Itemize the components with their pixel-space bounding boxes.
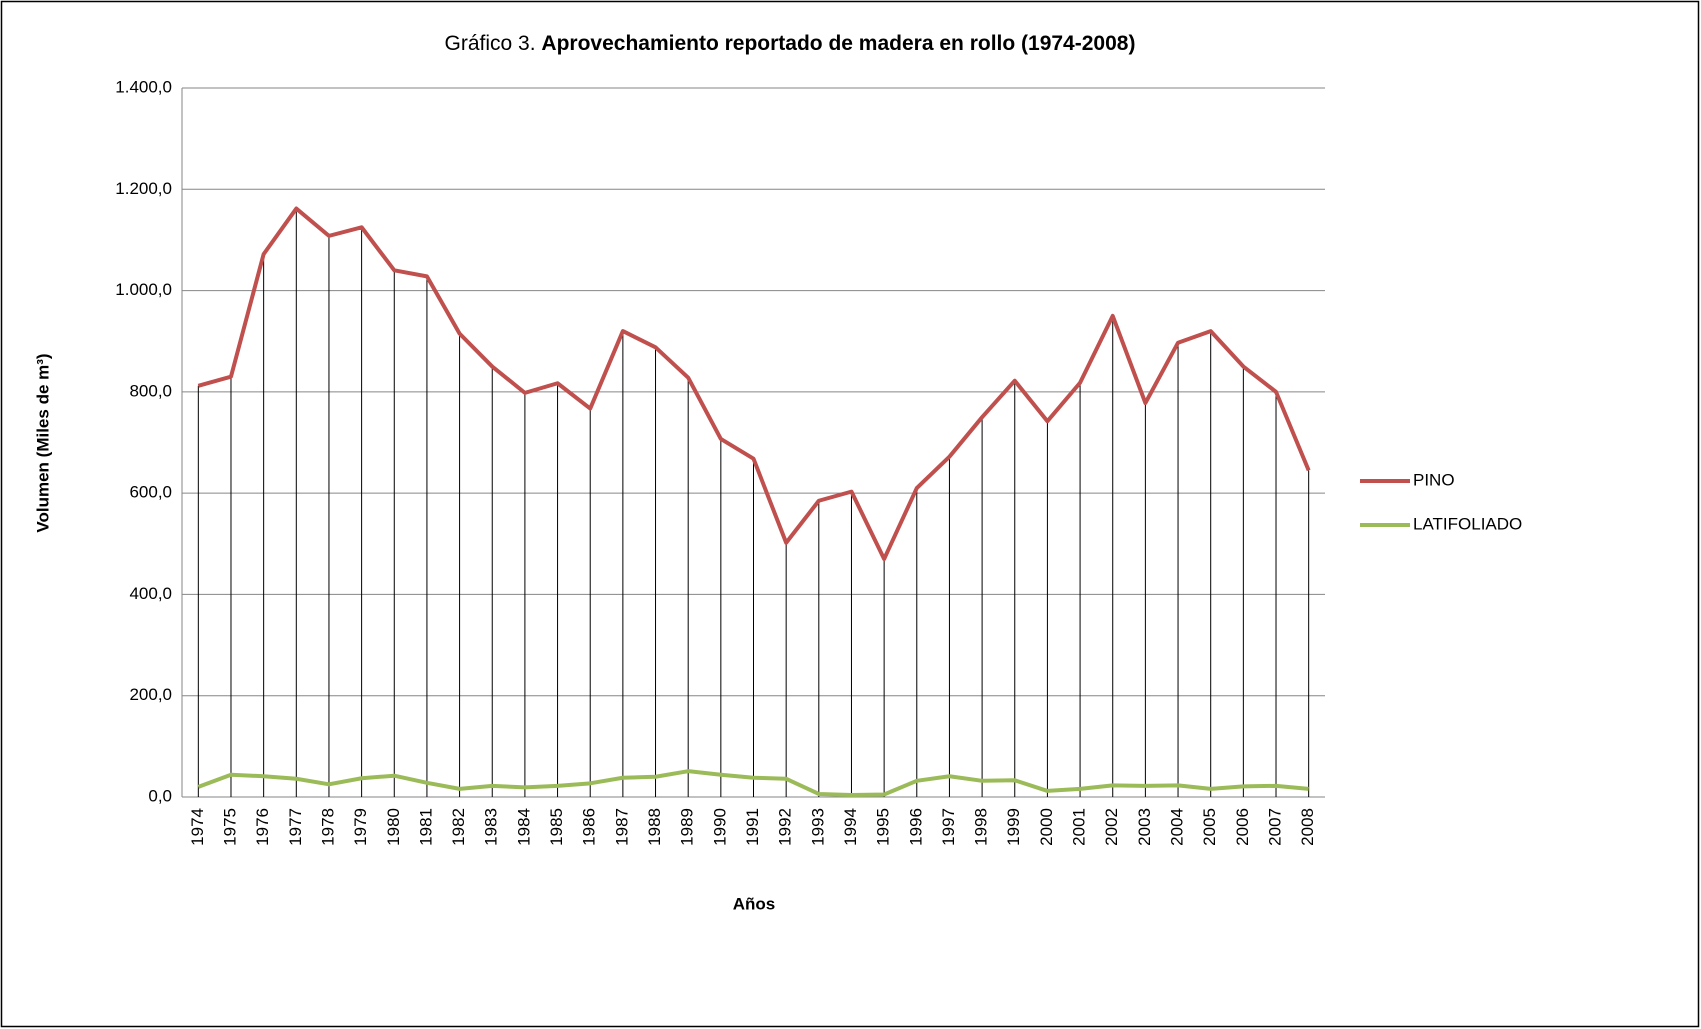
x-tick-label: 2003	[1135, 808, 1154, 846]
x-tick-label: 1974	[188, 808, 207, 846]
x-tick-label: 2002	[1102, 808, 1121, 846]
y-tick-label: 800,0	[129, 381, 172, 400]
title-prefix: Gráfico 3.	[445, 32, 536, 55]
x-tick-label: 1999	[1004, 808, 1023, 846]
x-tick-label: 1980	[384, 808, 403, 846]
x-tick-label: 1988	[645, 808, 664, 846]
x-tick-label: 1996	[906, 808, 925, 846]
x-tick-label: 1979	[351, 808, 370, 846]
x-tick-label: 1978	[318, 808, 337, 846]
series-line	[197, 769, 1309, 797]
x-tick-label: 1992	[776, 808, 795, 846]
y-tick-label: 1.400,0	[115, 77, 172, 96]
x-tick-label: 1977	[286, 808, 305, 846]
y-axis-label: Volumen (Miles de m³)	[33, 353, 52, 532]
x-tick-label: 1991	[743, 808, 762, 846]
x-tick-label: 2007	[1265, 808, 1284, 846]
x-tick-label: 1982	[449, 808, 468, 846]
legend-label: LATIFOLIADO	[1413, 514, 1522, 533]
legend-label: PINO	[1413, 470, 1455, 489]
x-tick-label: 1994	[841, 808, 860, 846]
x-tick-label: 2008	[1298, 808, 1317, 846]
x-tick-label: 1981	[416, 808, 435, 846]
x-tick-label: 1984	[514, 808, 533, 846]
x-tick-label: 1987	[612, 808, 631, 846]
x-tick-label: 1997	[939, 808, 958, 846]
x-tick-label: 2006	[1233, 808, 1252, 846]
series-line	[197, 206, 1311, 561]
y-tick-label: 1.200,0	[115, 179, 172, 198]
x-tick-label: 1975	[220, 808, 239, 846]
x-tick-label: 1989	[678, 808, 697, 846]
x-tick-label: 2001	[1070, 808, 1089, 846]
x-tick-label: 2004	[1168, 808, 1187, 846]
y-tick-label: 400,0	[129, 584, 172, 603]
y-tick-label: 0,0	[148, 786, 172, 805]
chart-title: Gráfico 3. Aprovechamiento reportado de …	[445, 32, 1136, 55]
x-tick-label: 1995	[874, 808, 893, 846]
x-tick-label: 2000	[1037, 808, 1056, 846]
x-tick-label: 1998	[972, 808, 991, 846]
x-tick-label: 1983	[482, 808, 501, 846]
title-main: Aprovechamiento reportado de madera en r…	[541, 32, 1135, 55]
x-tick-label: 2005	[1200, 808, 1219, 846]
x-tick-label: 1985	[547, 808, 566, 846]
x-tick-label: 1993	[808, 808, 827, 846]
x-tick-label: 1990	[710, 808, 729, 846]
x-tick-label: 1986	[580, 808, 599, 846]
y-tick-label: 1.000,0	[115, 280, 172, 299]
y-tick-label: 600,0	[129, 483, 172, 502]
y-tick-label: 200,0	[129, 685, 172, 704]
x-axis-label: Años	[733, 894, 776, 913]
x-tick-label: 1976	[253, 808, 272, 846]
